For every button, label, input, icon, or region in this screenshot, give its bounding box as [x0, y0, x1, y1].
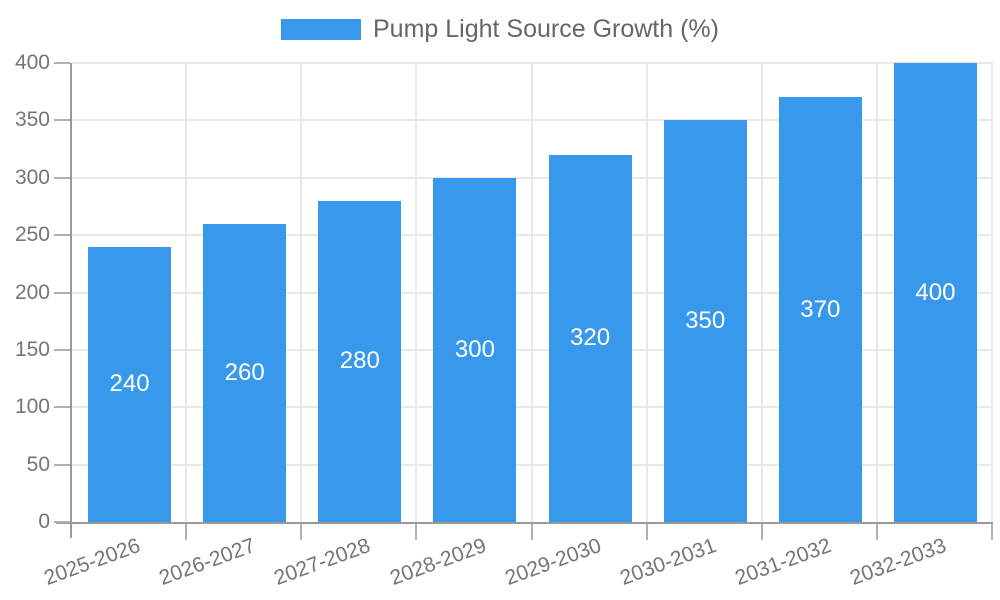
y-tick-label: 200 [14, 280, 50, 304]
x-gridline [185, 63, 188, 522]
bar: 320 [548, 154, 632, 522]
x-tick-label: 2027-2028 [271, 534, 374, 590]
y-gridline [72, 406, 993, 409]
y-tick-label: 150 [14, 337, 50, 361]
x-gridline [875, 63, 878, 522]
bar: 260 [203, 223, 287, 522]
bar-value-label: 280 [339, 347, 380, 375]
y-tick-label: 300 [14, 165, 50, 189]
y-axis-tick [54, 119, 70, 122]
y-gridline [72, 291, 993, 294]
x-tick-label: 2028-2029 [386, 534, 489, 590]
bar-value-label: 400 [915, 278, 956, 306]
x-axis-tick [991, 524, 993, 540]
bar: 300 [433, 177, 517, 522]
x-axis-tick [300, 524, 303, 540]
y-tick-label: 400 [14, 51, 50, 74]
x-tick-label: 2031-2032 [731, 534, 835, 590]
y-axis-line [70, 63, 72, 538]
legend-label: Pump Light Source Growth (%) [373, 15, 719, 43]
y-axis-tick [54, 291, 70, 294]
x-gridline [415, 63, 418, 522]
x-axis-tick [760, 524, 763, 540]
x-gridline [530, 63, 533, 522]
y-tick-label: 50 [26, 452, 50, 476]
x-gridline [300, 63, 303, 522]
x-tick-label: 2025-2026 [41, 534, 144, 590]
y-axis-tick [54, 348, 70, 351]
y-gridline [72, 348, 993, 351]
legend-swatch-icon [281, 19, 362, 40]
bar-value-label: 300 [454, 335, 495, 363]
x-tick-label: 2030-2031 [616, 534, 720, 590]
x-axis-tick [530, 524, 533, 540]
y-tick-label: 100 [14, 395, 50, 419]
y-gridline [72, 463, 993, 466]
bar-value-label: 370 [800, 295, 841, 323]
bar-value-label: 320 [570, 324, 611, 352]
bar-value-label: 240 [109, 370, 150, 398]
y-tick-label: 250 [14, 223, 50, 247]
y-axis-tick [54, 406, 70, 409]
x-axis-tick [875, 524, 878, 540]
x-gridline [645, 63, 648, 522]
bar: 240 [88, 246, 172, 522]
y-axis-tick [54, 234, 70, 237]
x-tick-label: 2029-2030 [501, 534, 604, 590]
x-gridline [991, 63, 993, 522]
bar: 400 [893, 63, 977, 522]
bar: 370 [778, 97, 862, 522]
bar-value-label: 260 [224, 358, 265, 386]
y-axis-tick [54, 521, 70, 523]
chart-legend[interactable]: Pump Light Source Growth (%) [281, 15, 719, 44]
y-gridline [72, 176, 993, 179]
x-tick-label: 2032-2033 [847, 534, 950, 590]
x-axis-line [56, 522, 993, 524]
bar: 350 [663, 120, 747, 522]
bar-value-label: 350 [685, 307, 726, 335]
x-gridline [760, 63, 763, 522]
bar: 280 [318, 200, 402, 522]
y-gridline [72, 119, 993, 122]
plot-area: 240 260 280 300 320 350 370 400 0 50 100 150 200 250… [15, 51, 993, 590]
y-gridline [72, 62, 993, 64]
y-axis-tick [54, 62, 70, 64]
x-axis-tick [185, 524, 188, 540]
y-axis-tick [54, 463, 70, 466]
y-axis-tick [54, 176, 70, 179]
y-gridline [72, 234, 993, 237]
x-axis-tick [415, 524, 418, 540]
y-tick-label: 350 [14, 108, 50, 132]
x-axis-tick [645, 524, 648, 540]
y-tick-label: 0 [38, 510, 50, 533]
x-tick-label: 2026-2027 [156, 534, 259, 590]
